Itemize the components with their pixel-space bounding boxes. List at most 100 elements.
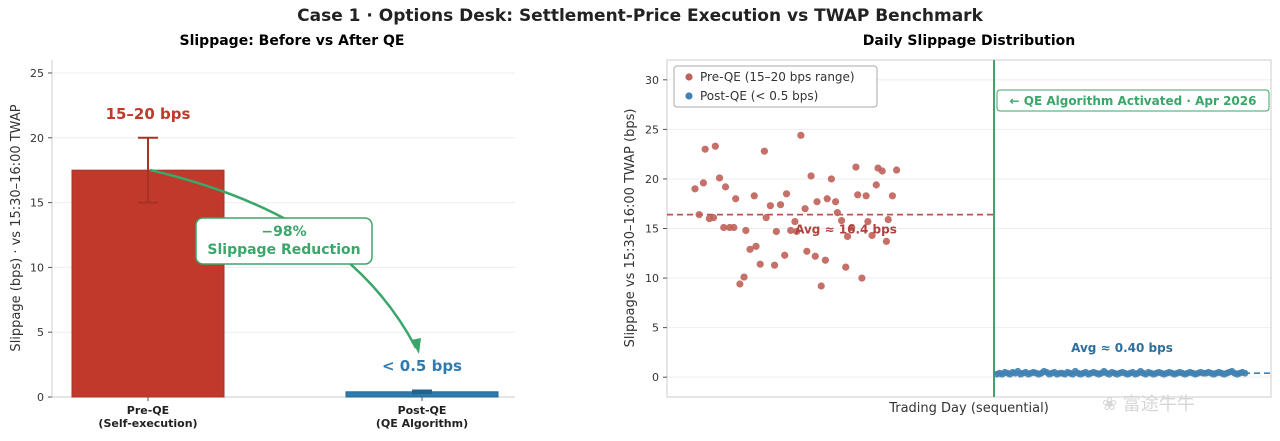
pre-qe-point [766,202,774,210]
pre-qe-point [736,280,744,288]
left-y-tick-label: 15 [30,197,44,210]
pre-qe-point [831,198,840,206]
pre-qe-point [797,131,805,139]
pre-qe-point [756,260,764,268]
pre-qe-point [691,185,699,193]
pre-qe-point [782,190,791,198]
legend-marker-pre [685,73,693,81]
post-qe-point [1241,369,1249,377]
pre-qe-point [878,167,886,175]
left-y-axis-label: Slippage (bps) · vs 15:30–16:00 TWAP [9,104,24,351]
pre-qe-point [862,192,870,200]
right-chart-title: Daily Slippage Distribution [863,33,1075,49]
pre-qe-point [791,217,799,226]
pre-qe-point [695,211,703,219]
legend-label-post: Post-QE (< 0.5 bps) [700,89,818,103]
pre-qe-point [709,213,718,222]
pre-qe-average-label: Avg ≈ 16.4 bps [795,223,897,237]
pre-qe-point [893,166,901,174]
left-y-tick-label: 10 [30,261,44,274]
right-y-tick-label: 20 [645,173,659,186]
reduction-annotation-box [195,217,373,265]
pre-qe-point [742,226,750,235]
pre-qe-point [843,232,852,241]
pre-qe-point [772,227,780,236]
pre-qe-point [868,231,876,240]
qe-activation-label: ← QE Algorithm Activated · Apr 2026 [1010,94,1257,108]
pre-qe-point [793,227,801,236]
right-y-tick-label: 30 [645,74,659,87]
watermark-logo: ❀ 富途牛牛 [1102,394,1195,415]
pre-qe-point [823,195,831,203]
pre-qe-point [854,191,862,199]
legend-label-pre: Pre-QE (15–20 bps range) [700,70,855,84]
pre-qe-point [884,215,892,224]
pre-qe-point [821,256,830,264]
pre-qe-point [803,247,811,255]
pre-qe-point [762,213,770,222]
pre-qe-point [864,217,872,226]
right-y-axis-label: Slippage vs 15:30–16:00 TWAP (bps) [623,109,638,348]
pre-qe-point [842,263,850,271]
left-chart: Slippage: Before vs After QE 0510152025 … [9,33,515,430]
bar-value-label: < 0.5 bps [382,357,462,375]
pre-qe-point [776,201,785,209]
pre-qe-point [730,223,738,232]
pre-qe-point [701,145,709,153]
bar-value-label: 15–20 bps [106,105,191,123]
pre-qe-point [760,147,768,155]
left-x-tick-label: Post-QE [398,404,447,417]
pre-qe-point [746,245,754,253]
right-chart: Daily Slippage Distribution 0 5 10 15 20 25 30… [623,33,1272,416]
pre-qe-point [715,174,724,182]
left-y-tick-label: 0 [37,391,44,404]
pre-qe-point [721,183,730,191]
pre-qe-point [837,216,846,225]
pre-qe-point [882,237,891,245]
right-x-axis-label: Trading Day (sequential) [888,401,1049,416]
pre-qe-point [711,142,719,150]
bar-pre-qe [71,169,225,398]
pre-qe-point [752,242,760,250]
right-y-tick-label: 10 [645,272,659,285]
reduction-annotation-line2: Slippage Reduction [207,242,360,258]
legend-marker-post [685,92,693,100]
legend-box [673,65,878,108]
pre-qe-point [807,172,815,180]
reduction-annotation-line1: −98% [261,224,306,240]
pre-qe-point [787,226,795,235]
right-y-tick-label: 0 [652,371,659,384]
right-y-tick-label: 25 [645,123,659,136]
pre-qe-point [801,205,809,213]
pre-qe-point [770,261,779,269]
pre-qe-point [833,209,841,217]
pre-qe-point [699,179,707,187]
left-x-tick-label: Pre-QE [127,404,169,417]
pre-qe-point [852,163,860,171]
pre-qe-point [817,282,825,290]
legend: Pre-QE (15–20 bps range) Post-QE (< 0.5 … [673,65,878,108]
pre-qe-point [858,274,866,282]
post-qe-average-label: Avg ≈ 0.40 bps [1071,341,1173,355]
left-y-tick-label: 5 [37,326,44,339]
qe-activation-label-box [996,89,1270,112]
pre-qe-point [740,273,748,281]
right-y-tick-label: 5 [652,322,659,335]
pre-qe-point [813,198,821,206]
pre-qe-point [811,252,819,260]
left-x-tick-label: (Self-execution) [98,417,197,430]
left-chart-title: Slippage: Before vs After QE [180,33,405,49]
pre-qe-point [750,192,758,200]
pre-qe-point [720,223,728,232]
pre-qe-point [732,195,740,203]
left-y-tick-label: 20 [30,132,44,145]
pre-qe-point [872,181,880,189]
left-x-tick-label: (QE Algorithm) [376,417,468,430]
pre-qe-point [848,223,856,232]
pre-qe-point [888,192,897,200]
right-y-tick-label: 15 [645,223,659,236]
figure-title: Case 1 · Options Desk: Settlement-Price … [297,6,983,26]
pre-qe-point [827,175,835,183]
pre-qe-point [781,251,789,259]
left-y-tick-label: 25 [30,67,44,80]
